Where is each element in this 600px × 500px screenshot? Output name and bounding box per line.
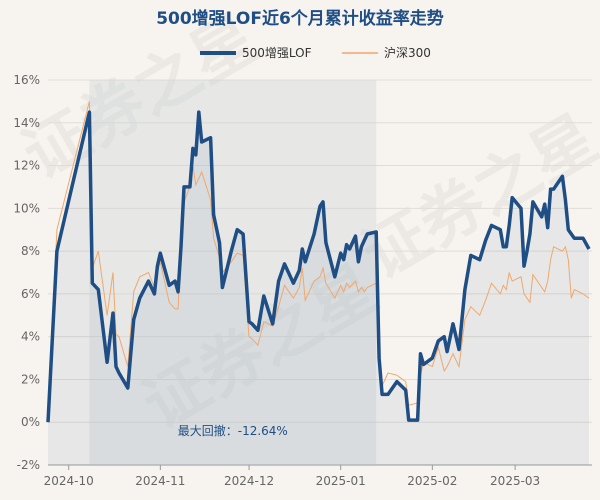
max-drawdown-label: 最大回撤：-12.64% — [178, 423, 288, 438]
legend: 500增强LOF 沪深300 — [200, 46, 431, 60]
y-tick-label: 16% — [13, 73, 40, 87]
x-tick-label: 2024-12 — [224, 474, 274, 488]
y-axis-ticks: -2% 0% 2% 4% 6% 8% 10% 12% 14% 16% — [13, 73, 40, 472]
y-tick-label: 6% — [21, 287, 40, 301]
x-axis-ticks: 2024-10 2024-11 2024-12 2025-01 2025-02 2025-… — [44, 464, 592, 488]
y-tick-label: 2% — [21, 372, 40, 386]
y-tick-label: 10% — [13, 201, 40, 215]
area-500enhanced — [48, 112, 589, 465]
chart-title: 500增强LOF近6个月累计收益率走势 — [156, 8, 444, 29]
x-tick-label: 2024-10 — [44, 474, 94, 488]
y-tick-label: 0% — [21, 415, 40, 429]
y-tick-label: 4% — [21, 330, 40, 344]
max-drawdown-band — [89, 80, 377, 465]
x-tick-label: 2025-03 — [490, 474, 540, 488]
y-tick-label: 12% — [13, 159, 40, 173]
x-tick-label: 2025-01 — [316, 474, 366, 488]
line-hs300 — [47, 101, 590, 423]
y-tick-label: -2% — [17, 458, 40, 472]
legend-label-hs300: 沪深300 — [384, 46, 431, 60]
x-tick-label: 2025-02 — [407, 474, 457, 488]
x-tick-label: 2024-11 — [135, 474, 185, 488]
y-tick-label: 8% — [21, 244, 40, 258]
legend-label-500enhanced: 500增强LOF — [242, 46, 312, 60]
y-tick-label: 14% — [13, 116, 40, 130]
line-500enhanced — [46, 110, 591, 423]
